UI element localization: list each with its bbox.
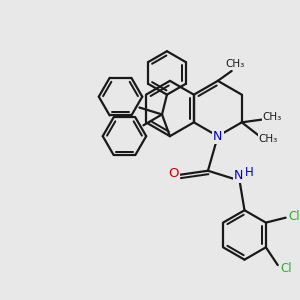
Text: N: N bbox=[213, 130, 223, 143]
Text: CH₃: CH₃ bbox=[263, 112, 282, 122]
Text: Cl: Cl bbox=[289, 210, 300, 223]
Text: N: N bbox=[234, 169, 243, 182]
Text: CH₃: CH₃ bbox=[225, 59, 244, 69]
Text: Cl: Cl bbox=[281, 262, 292, 275]
Text: CH₃: CH₃ bbox=[259, 134, 278, 144]
Text: O: O bbox=[168, 167, 178, 180]
Text: H: H bbox=[245, 166, 254, 179]
